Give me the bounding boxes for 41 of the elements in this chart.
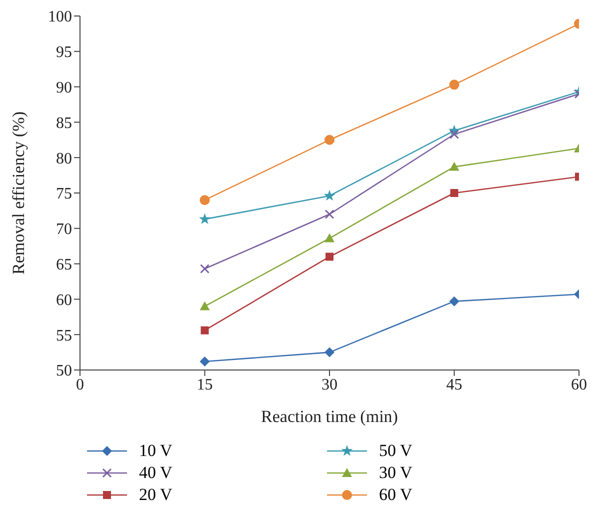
x-tick-label: 45 bbox=[446, 376, 462, 394]
x-tick-label: 60 bbox=[571, 376, 587, 394]
legend-label: 30 V bbox=[379, 463, 412, 483]
y-tick-label: 70 bbox=[56, 221, 72, 238]
point bbox=[200, 264, 210, 274]
x-tick-label: 15 bbox=[196, 376, 213, 394]
y-axis-title: Removal efficiency (%) bbox=[9, 111, 28, 275]
y-tick-label: 65 bbox=[56, 256, 72, 274]
legend-label: 20 V bbox=[139, 485, 172, 505]
legend-label: 40 V bbox=[139, 463, 172, 483]
point bbox=[324, 134, 334, 145]
x-axis-title: Reaction time (min) bbox=[261, 407, 398, 426]
point bbox=[449, 162, 460, 171]
point bbox=[449, 296, 460, 306]
y-tick-label: 60 bbox=[56, 292, 72, 309]
y-tick-label: 50 bbox=[56, 362, 72, 380]
x-tick-label: 30 bbox=[322, 376, 338, 394]
legend-label: 10 V bbox=[139, 441, 172, 461]
point bbox=[199, 213, 210, 224]
point bbox=[200, 326, 209, 334]
point bbox=[200, 195, 210, 206]
point bbox=[449, 80, 460, 90]
y-tick-label: 85 bbox=[56, 114, 72, 132]
point bbox=[450, 189, 458, 197]
point bbox=[324, 233, 334, 242]
y-tick-label: 80 bbox=[56, 150, 72, 168]
legend-label: 50 V bbox=[379, 441, 412, 461]
y-tick-label: 55 bbox=[56, 327, 72, 344]
point bbox=[326, 252, 334, 261]
point bbox=[324, 209, 334, 219]
y-tick-label: 75 bbox=[56, 186, 72, 203]
point bbox=[324, 347, 334, 358]
point bbox=[450, 129, 459, 139]
point bbox=[324, 190, 336, 201]
x-tick-label: 0 bbox=[76, 376, 84, 394]
y-tick-label: 100 bbox=[48, 8, 72, 26]
point bbox=[200, 356, 210, 367]
legend-label: 60 V bbox=[379, 485, 412, 505]
y-tick-label: 90 bbox=[56, 79, 72, 96]
point bbox=[200, 301, 210, 310]
y-tick-label: 95 bbox=[56, 44, 72, 62]
